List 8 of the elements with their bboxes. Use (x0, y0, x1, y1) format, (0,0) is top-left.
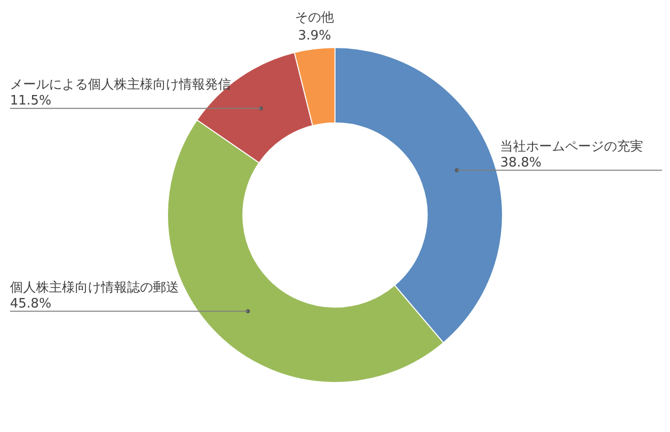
data-label: 3.9% (298, 28, 332, 44)
data-label: 38.8% (500, 155, 542, 170)
data-label: 45.8% (10, 296, 52, 312)
slice-label: メールによる個人株主様向け情報発信 (10, 76, 231, 92)
data-label: 11.5% (10, 93, 52, 108)
slice-label: その他 (295, 10, 334, 26)
slice-label: 当社ホームページの充実 (500, 138, 644, 154)
slice-label: 個人株主様向け情報誌の郵送 (10, 279, 179, 296)
